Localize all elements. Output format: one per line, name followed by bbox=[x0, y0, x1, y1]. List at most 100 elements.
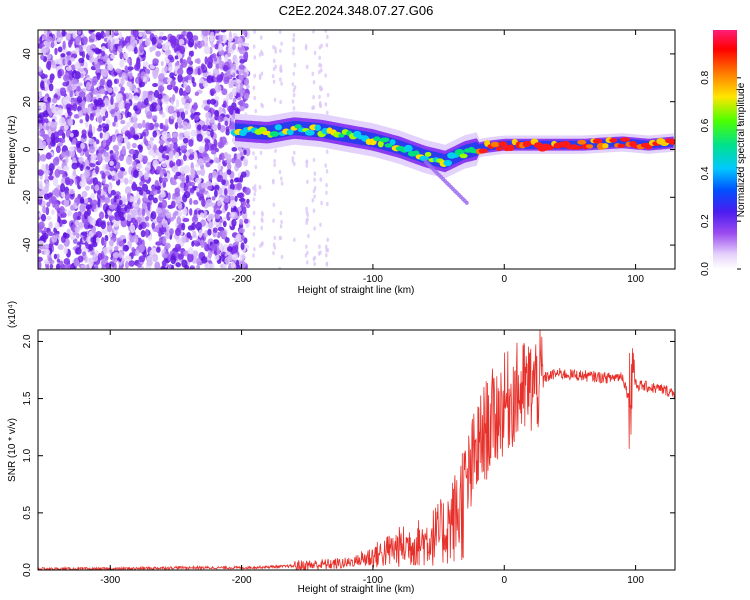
spectrogram-noise-blob bbox=[95, 237, 100, 244]
spectrogram-noise-blob bbox=[213, 57, 218, 62]
spectrogram-noise-blob bbox=[320, 200, 323, 206]
spectrogram-noise-blob bbox=[222, 34, 228, 44]
spectrogram-noise-blob bbox=[107, 210, 112, 216]
spectrogram-noise-blob bbox=[85, 93, 92, 103]
spectrogram-noise-blob bbox=[305, 163, 309, 168]
spectrogram-noise-blob bbox=[98, 145, 105, 155]
spectrogram-noise-blob bbox=[240, 234, 245, 241]
spectrogram-noise-blob bbox=[143, 77, 147, 82]
spectrogram-noise-blob bbox=[254, 108, 258, 114]
spectrogram-noise-blob bbox=[123, 52, 129, 60]
spectrogram-noise-blob bbox=[95, 112, 101, 118]
spectrogram-noise-blob bbox=[142, 155, 148, 164]
spectrogram-noise-blob bbox=[108, 103, 112, 111]
spectrogram-noise-blob bbox=[140, 230, 146, 238]
spectrogram-noise-blob bbox=[147, 202, 151, 211]
signal-blob bbox=[274, 124, 283, 131]
spectrogram-noise-blob bbox=[157, 93, 163, 100]
spectrogram-y-tick-label: -20 bbox=[22, 190, 33, 205]
spectrogram-noise-blob bbox=[136, 263, 143, 268]
signal-blob bbox=[495, 146, 503, 152]
spectrogram-noise-blob bbox=[113, 78, 118, 84]
spectrogram-noise-blob bbox=[200, 63, 205, 71]
signal-blob bbox=[490, 141, 500, 148]
spectrogram-noise-blob bbox=[38, 90, 43, 99]
spectrogram-noise-blob bbox=[169, 160, 174, 168]
spectrogram-noise-blob bbox=[104, 156, 110, 163]
spectrogram-noise-blob bbox=[178, 132, 183, 141]
spectrogram-noise-blob bbox=[211, 196, 216, 201]
spectrogram-noise-blob bbox=[272, 44, 275, 50]
spectrogram-noise-blob bbox=[209, 37, 215, 42]
spectrogram-noise-blob bbox=[59, 116, 66, 127]
spectrogram-noise-blob bbox=[305, 206, 308, 212]
spectrogram-noise-blob bbox=[150, 211, 157, 220]
spectrogram-noise-blob bbox=[127, 66, 134, 71]
spectrogram-noise-blob bbox=[61, 219, 68, 225]
spectrogram-noise-blob bbox=[176, 111, 180, 118]
colorbar-label: Normalized spectral amplitude bbox=[736, 82, 747, 217]
signal-blob bbox=[269, 131, 280, 137]
spectrogram-noise-blob bbox=[38, 227, 43, 233]
signal-blob bbox=[602, 143, 609, 149]
spectrogram-noise-blob bbox=[196, 133, 203, 142]
spectrogram-noise-blob bbox=[46, 216, 52, 221]
spectrogram-noise-blob bbox=[234, 108, 241, 114]
spectrogram-noise-blob bbox=[272, 58, 276, 64]
spectrogram-noise-blob bbox=[279, 68, 283, 73]
spectrogram-noise-blob bbox=[291, 156, 295, 161]
spectrogram-noise-blob bbox=[228, 91, 234, 100]
spectrogram-noise-blob bbox=[324, 253, 328, 258]
spectrogram-noise-blob bbox=[185, 174, 190, 184]
spectrogram-x-tick-label: 100 bbox=[627, 274, 644, 285]
spectrogram-noise-blob bbox=[238, 45, 246, 55]
spectrogram-noise-blob bbox=[252, 85, 256, 91]
spectrogram-noise-blob bbox=[217, 161, 222, 171]
spectrogram-noise-blob bbox=[210, 143, 217, 151]
spectrogram-noise-blob bbox=[174, 243, 182, 252]
spectrogram-noise-blob bbox=[159, 169, 164, 179]
spectrogram-noise-blob bbox=[213, 157, 220, 164]
spectrogram-noise-blob bbox=[169, 217, 174, 222]
spectrogram-noise-blob bbox=[146, 30, 151, 35]
snr-y-label: SNR (10 * v/v) bbox=[7, 418, 18, 482]
spectrogram-noise-blob bbox=[138, 170, 143, 177]
spectrogram-noise-blob bbox=[324, 30, 328, 33]
spectrogram-signal bbox=[230, 111, 675, 206]
spectrogram-noise-blob bbox=[189, 266, 195, 269]
spectrogram-noise-blob bbox=[232, 97, 237, 103]
spectrogram-noise-blob bbox=[146, 260, 153, 267]
spectrogram-noise-blob bbox=[318, 63, 321, 68]
spectrogram-noise-blob bbox=[230, 261, 236, 269]
spectrogram-noise-blob bbox=[87, 215, 93, 223]
spectrogram-noise-blob bbox=[101, 50, 106, 57]
spectrogram-noise-blob bbox=[80, 196, 85, 204]
spectrogram-noise-blob bbox=[211, 243, 217, 251]
spectrogram-noise-blob bbox=[104, 170, 111, 177]
spectrogram-noise-blob bbox=[199, 212, 205, 218]
spectrogram-noise-blob bbox=[148, 94, 153, 102]
spectrogram-noise-blob bbox=[218, 242, 223, 251]
spectrogram-noise-blob bbox=[207, 56, 214, 65]
spectrogram-noise-blob bbox=[239, 253, 246, 261]
spectrogram-noise-blob bbox=[207, 221, 214, 229]
spectrogram-noise-blob bbox=[102, 183, 110, 193]
spectrogram-noise-blob bbox=[156, 246, 161, 253]
spectrogram-noise-blob bbox=[253, 191, 257, 197]
spectrogram-noise-blob bbox=[186, 56, 192, 65]
spectrogram-noise-blob bbox=[124, 177, 129, 185]
spectrogram-noise-blob bbox=[63, 232, 67, 237]
spectrogram-noise-blob bbox=[102, 246, 110, 255]
spectrogram-noise-blob bbox=[72, 137, 77, 145]
spectrogram-noise-blob bbox=[236, 79, 242, 84]
spectrogram-noise-blob bbox=[219, 219, 224, 224]
spectrogram-noise-blob bbox=[112, 86, 118, 93]
spectrogram-noise-blob bbox=[223, 194, 230, 204]
spectrogram-noise-blob bbox=[228, 188, 235, 196]
spectrogram-noise-blob bbox=[54, 58, 61, 65]
signal-branch-blob bbox=[464, 200, 469, 206]
spectrogram-noise-blob bbox=[198, 145, 205, 154]
spectrogram-noise-blob bbox=[179, 45, 186, 55]
spectrogram-noise-blob bbox=[141, 183, 149, 192]
spectrogram-noise-blob bbox=[182, 137, 189, 144]
